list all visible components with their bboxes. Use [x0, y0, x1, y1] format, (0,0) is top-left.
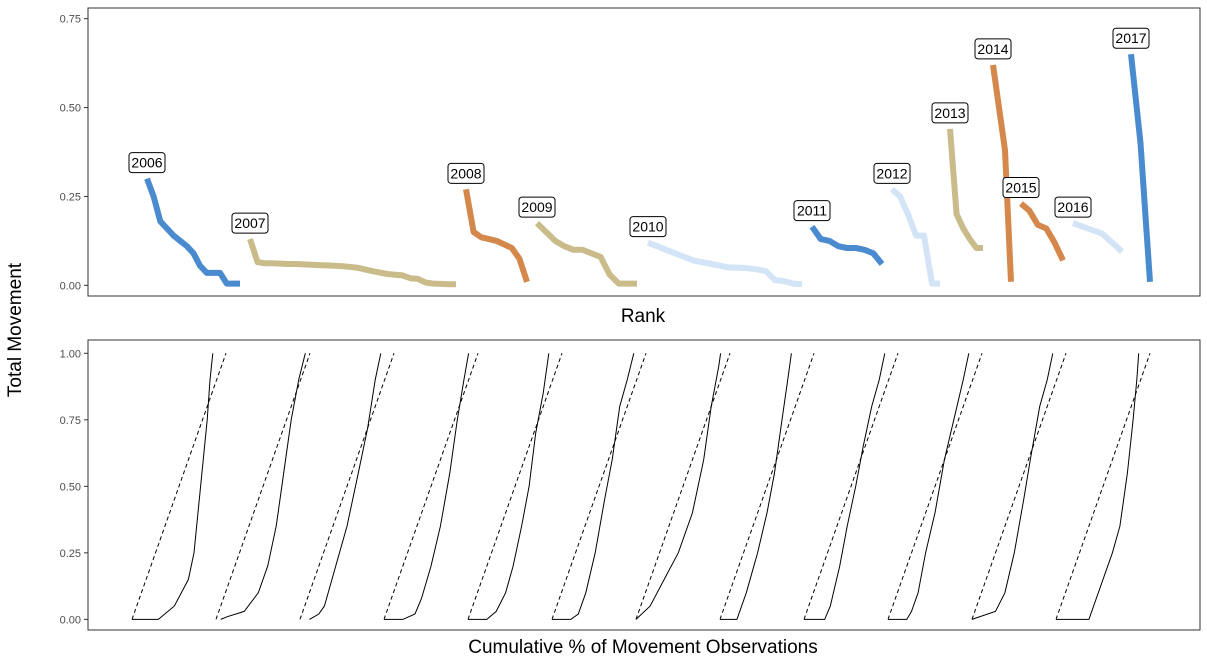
- year-label-2014: 2014: [974, 38, 1012, 60]
- top-panel-border: [87, 7, 1201, 297]
- year-label-2007: 2007: [231, 212, 269, 234]
- cumulative-curve-9: [804, 353, 886, 620]
- top-x-axis-title: Rank: [621, 306, 666, 327]
- year-label-box: [793, 200, 831, 222]
- bottom-y-tick-label: 1.00: [60, 348, 81, 360]
- bottom-panel: 0.00 0.25 0.50 0.75 1.00 Cumulative % of Mov…: [60, 339, 1201, 658]
- equality-line-9: [803, 353, 899, 620]
- year-label-text: 2015: [1005, 180, 1036, 196]
- top-series-group: [144, 53, 1153, 288]
- year-label-box: [873, 162, 911, 184]
- series-line-2014: [990, 64, 1014, 282]
- year-label-text: 2011: [797, 203, 827, 219]
- cumulative-curve-10: [888, 353, 970, 620]
- cumulative-curve-4: [384, 353, 470, 620]
- bottom-y-tick-label: 0.50: [60, 481, 81, 493]
- series-line-2010: [646, 239, 803, 288]
- year-label-text: 2006: [131, 155, 162, 171]
- cumulative-curve-8: [720, 353, 792, 620]
- top-y-axis: 0.00 0.25 0.50 0.75: [60, 14, 88, 292]
- series-line-2012: [890, 187, 940, 287]
- series-line-2017: [1128, 53, 1153, 283]
- series-line-2009: [534, 220, 637, 287]
- equality-line-8: [719, 353, 815, 620]
- cumulative-curve-1: [132, 353, 214, 620]
- shared-y-axis-title: Total Movement: [5, 262, 26, 397]
- cumulative-curve-3: [309, 353, 382, 620]
- series-line-2013: [947, 128, 983, 251]
- cumulative-curve-7: [635, 353, 722, 620]
- equality-line-6: [551, 353, 647, 620]
- equality-line-1: [131, 353, 227, 620]
- bottom-y-tick-label: 0.75: [60, 415, 81, 427]
- year-label-2009: 2009: [518, 196, 556, 218]
- equality-line-12: [1055, 353, 1151, 620]
- top-y-tick-label: 0.50: [60, 103, 81, 115]
- equality-line-2: [215, 353, 311, 620]
- year-label-text: 2016: [1057, 199, 1088, 215]
- equality-line-4: [383, 353, 479, 620]
- year-label-2012: 2012: [873, 162, 911, 184]
- year-label-2010: 2010: [629, 216, 667, 238]
- top-panel: 0.00 0.25 0.50 0.75 2006 2007 2008 2009 2010 201…: [60, 7, 1201, 327]
- year-label-2011: 2011: [793, 200, 831, 222]
- equality-line-10: [887, 353, 983, 620]
- cumulative-curve-12: [1056, 353, 1140, 620]
- top-y-tick-label: 0.25: [60, 191, 81, 203]
- year-label-box: [518, 196, 556, 218]
- year-label-box: [974, 38, 1012, 60]
- year-label-box: [1054, 196, 1092, 218]
- year-label-text: 2010: [632, 219, 663, 235]
- series-line-2016: [1071, 220, 1125, 254]
- year-label-2015: 2015: [1002, 177, 1040, 199]
- year-label-text: 2007: [234, 215, 265, 231]
- bottom-panel-border: [87, 339, 1201, 631]
- cumulative-curve-6: [552, 353, 635, 620]
- series-line-2011: [809, 224, 885, 266]
- bottom-curves-group: [131, 353, 1151, 620]
- year-label-text: 2008: [450, 165, 481, 181]
- year-label-box: [931, 102, 969, 124]
- cumulative-curve-5: [468, 353, 550, 620]
- year-label-box: [1002, 177, 1040, 199]
- year-label-text: 2009: [521, 199, 552, 215]
- year-label-box: [1112, 27, 1150, 49]
- series-line-2008: [463, 188, 530, 283]
- series-line-2006: [144, 177, 240, 287]
- bottom-y-tick-label: 0.25: [60, 548, 81, 560]
- equality-line-7: [635, 353, 731, 620]
- bottom-y-axis: 0.00 0.25 0.50 0.75 1.00: [60, 348, 88, 626]
- top-year-labels: 2006 2007 2008 2009 2010 2011 2012 2013 2014 2015…: [128, 27, 1150, 238]
- equality-line-11: [971, 353, 1067, 620]
- year-label-box: [231, 212, 269, 234]
- year-label-box: [128, 152, 166, 174]
- series-line-2007: [247, 238, 456, 288]
- cumulative-curve-11: [971, 353, 1054, 620]
- year-label-box: [447, 162, 485, 184]
- equality-line-3: [299, 353, 395, 620]
- year-label-text: 2012: [876, 165, 907, 181]
- cumulative-curve-2: [220, 353, 306, 620]
- year-label-text: 2014: [977, 41, 1008, 57]
- top-y-tick-label: 0.75: [60, 14, 81, 26]
- year-label-2008: 2008: [447, 162, 485, 184]
- equality-line-5: [467, 353, 563, 620]
- year-label-text: 2017: [1115, 30, 1146, 46]
- year-label-2016: 2016: [1054, 196, 1092, 218]
- top-y-tick-label: 0.00: [60, 280, 81, 292]
- year-label-2006: 2006: [128, 152, 166, 174]
- year-label-box: [629, 216, 667, 238]
- year-label-2017: 2017: [1112, 27, 1150, 49]
- series-line-2015: [1019, 201, 1066, 262]
- year-label-text: 2013: [934, 105, 965, 121]
- bottom-x-axis-title: Cumulative % of Movement Observations: [468, 637, 818, 658]
- year-label-2013: 2013: [931, 102, 969, 124]
- bottom-y-tick-label: 0.00: [60, 614, 81, 626]
